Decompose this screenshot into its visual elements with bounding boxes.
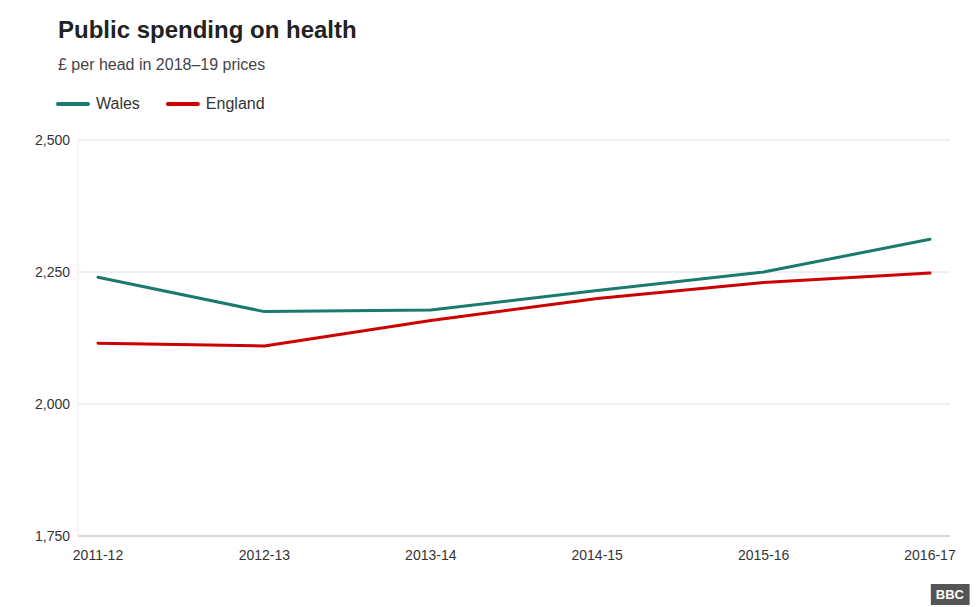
- x-tick-label: 2016-17: [904, 547, 956, 563]
- chart: Public spending on health £ per head in 2…: [0, 0, 976, 607]
- y-axis: 1,750 2,000 2,250 2,500: [35, 132, 950, 544]
- y-tick-label: 2,500: [35, 132, 70, 148]
- legend-swatch: [58, 102, 88, 106]
- subtitle: £ per head in 2018–19 prices: [58, 56, 265, 73]
- grid-line: [78, 140, 950, 141]
- y-axis-line: [78, 140, 79, 536]
- y-tick-label: 2,250: [35, 264, 70, 280]
- logo-text: BBC: [936, 587, 965, 602]
- x-tick-label: 2015-16: [738, 547, 790, 563]
- y-tick-label: 2,000: [35, 396, 70, 412]
- x-axis: 2011-12 2012-13 2013-14 2014-15 2015-16 2016-…: [73, 547, 956, 563]
- x-tick-label: 2011-12: [73, 547, 124, 563]
- x-tick-label: 2013-14: [405, 547, 457, 563]
- logo-box: [931, 584, 970, 605]
- x-tick-label: 2014-15: [572, 547, 624, 563]
- legend-swatch: [168, 102, 198, 106]
- grid-line: [78, 404, 950, 405]
- legend-label: England: [206, 95, 265, 112]
- logo: BBC: [931, 584, 970, 605]
- plot-area: [98, 239, 930, 346]
- grid-line: [78, 272, 950, 273]
- series-line: [98, 273, 930, 346]
- legend: Wales England: [58, 95, 265, 112]
- title: Public spending on health: [58, 16, 357, 43]
- legend-label: Wales: [96, 95, 140, 112]
- series-line: [98, 239, 930, 311]
- grid-line: [78, 536, 950, 537]
- x-tick-label: 2012-13: [239, 547, 291, 563]
- x-axis-line: [78, 536, 950, 537]
- y-tick-label: 1,750: [35, 528, 70, 544]
